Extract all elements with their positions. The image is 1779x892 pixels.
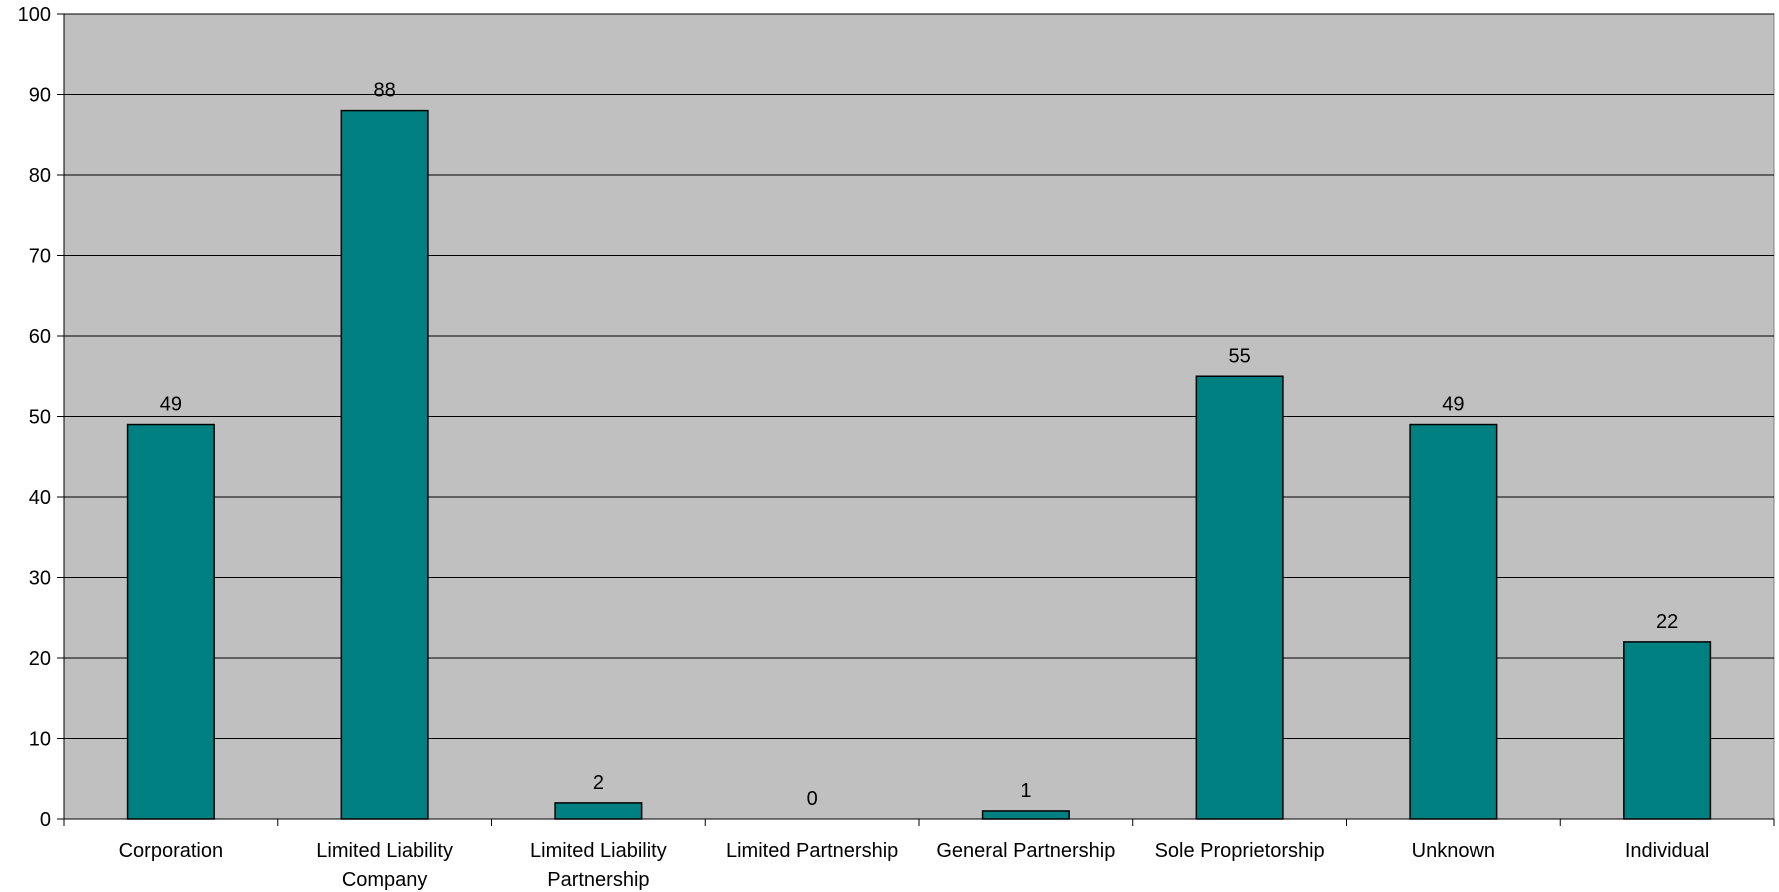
category-label: Unknown [1412,840,1495,862]
bar [1623,641,1712,820]
bar [1409,423,1498,820]
category-label: General Partnership [936,840,1115,862]
data-label: 49 [160,394,182,416]
data-label: 55 [1229,345,1251,367]
category-label: Sole Proprietorship [1155,840,1325,862]
category-label: Limited Liability [316,840,453,862]
y-tick-label: 80 [29,165,51,187]
category-label: Partnership [547,869,649,891]
y-tick-label: 20 [29,648,51,670]
bar [981,810,1070,820]
bar [126,423,215,820]
category-label: Company [342,869,428,891]
category-label: Individual [1625,840,1710,862]
category-label: Corporation [119,840,224,862]
y-tick-label: 100 [18,4,51,26]
y-tick-label: 50 [29,407,51,429]
bar [554,802,643,820]
bar [340,109,429,820]
y-tick-label: 10 [29,729,51,751]
y-tick-label: 70 [29,246,51,268]
bars [126,109,1712,820]
data-label: 0 [807,788,818,810]
data-label: 49 [1442,394,1464,416]
data-label: 22 [1656,611,1678,633]
x-axis [63,818,1775,826]
y-tick-label: 60 [29,326,51,348]
category-label: Limited Liability [530,840,667,862]
data-label: 2 [593,772,604,794]
y-axis: 0 10 20 30 40 50 60 70 80 90 100 [18,4,65,831]
bar [1195,375,1284,820]
y-tick-label: 90 [29,85,51,107]
category-labels: Corporation Limited Liability Company Limit… [119,840,1710,891]
y-tick-label: 30 [29,568,51,590]
y-tick-label: 40 [29,487,51,509]
data-label: 88 [374,80,396,102]
category-label: Limited Partnership [726,840,898,862]
data-label: 1 [1020,780,1031,802]
data-labels: 49 88 2 0 1 55 49 22 [160,80,1679,810]
y-tick-label: 0 [40,809,51,831]
